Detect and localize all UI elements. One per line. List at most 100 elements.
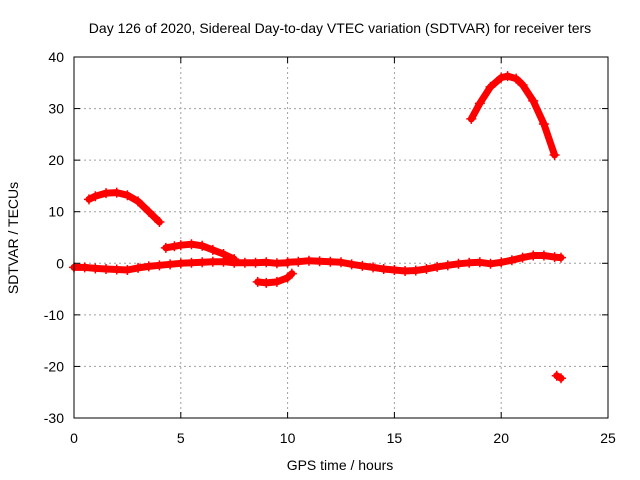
data-point	[282, 257, 293, 268]
data-point	[336, 257, 346, 268]
data-point	[474, 98, 485, 109]
data-point	[357, 260, 368, 271]
data-point	[101, 188, 112, 199]
data-point	[186, 257, 197, 268]
y-tick-label: 20	[48, 152, 64, 168]
data-point	[90, 191, 101, 202]
ticks: 0 5 10 15 20 25 -30 -20 -10 0 10 20 30 40	[44, 49, 616, 446]
data-point	[207, 244, 218, 255]
data-point	[485, 81, 496, 92]
series-arc-peak-evening	[466, 71, 560, 160]
data-point	[186, 239, 197, 250]
data-point	[511, 73, 522, 84]
data-point	[410, 265, 421, 276]
data-point	[549, 149, 560, 160]
data-point	[252, 276, 263, 287]
data-point	[421, 263, 432, 274]
series-trace	[467, 72, 559, 159]
plot-frame	[73, 56, 609, 419]
data-point	[261, 277, 272, 288]
data-point	[250, 257, 261, 268]
data-point	[143, 261, 154, 272]
data-point	[165, 259, 176, 270]
data-point	[528, 95, 539, 106]
data-point	[474, 257, 485, 268]
data-point	[538, 250, 549, 261]
data-point	[464, 257, 475, 268]
x-tick-label: 15	[387, 430, 403, 446]
data-point	[314, 256, 325, 267]
x-tick-label: 20	[493, 430, 509, 446]
data-point	[271, 276, 282, 287]
series-layer	[69, 71, 567, 384]
data-point	[111, 264, 122, 275]
data-point	[271, 258, 282, 269]
series-arc-peak-morning	[83, 187, 165, 228]
y-axis-title: SDTVAR / TECUs	[5, 182, 21, 294]
y-tick-label: 0	[56, 255, 64, 271]
data-point	[453, 258, 464, 269]
data-point	[122, 190, 133, 201]
series-arc-baseline-2	[282, 250, 567, 277]
data-point	[556, 252, 567, 263]
y-tick-label: 30	[48, 101, 64, 117]
data-point	[325, 256, 336, 267]
data-point	[133, 262, 144, 273]
data-point	[197, 257, 208, 268]
data-point	[143, 206, 154, 217]
data-point	[197, 240, 208, 251]
data-point	[229, 254, 240, 265]
data-point	[90, 263, 101, 274]
data-point	[175, 258, 186, 269]
x-tick-label: 25	[600, 430, 616, 446]
data-point	[506, 255, 517, 266]
data-point	[286, 268, 297, 279]
y-tick-label: -20	[44, 358, 64, 374]
x-tick-label: 10	[280, 430, 296, 446]
data-point	[346, 259, 357, 270]
data-point	[79, 262, 90, 273]
data-point	[496, 257, 507, 268]
data-point	[169, 241, 180, 252]
data-point	[551, 370, 562, 381]
data-point	[378, 263, 389, 274]
data-point	[466, 113, 477, 124]
series-arc-outlier	[551, 370, 567, 384]
data-point	[239, 257, 250, 268]
data-point	[122, 264, 133, 275]
data-point	[517, 252, 528, 263]
data-point	[485, 258, 496, 269]
data-point	[556, 373, 567, 384]
data-point	[83, 194, 94, 205]
data-point	[133, 196, 144, 207]
data-point	[389, 264, 400, 275]
x-tick-label: 0	[70, 430, 78, 446]
data-point	[528, 250, 539, 261]
data-point	[175, 240, 186, 251]
data-point	[502, 71, 513, 82]
data-point	[368, 262, 379, 273]
x-tick-label: 5	[177, 430, 185, 446]
data-point	[293, 256, 304, 267]
data-point	[261, 257, 272, 268]
data-point	[154, 217, 165, 228]
data-point	[154, 260, 165, 271]
data-point	[517, 79, 528, 90]
data-point	[218, 249, 229, 260]
y-tick-label: 10	[48, 204, 64, 220]
data-point	[538, 119, 549, 130]
y-tick-label: -10	[44, 307, 64, 323]
series-arc-small-hump	[160, 239, 240, 265]
series-arc-dip	[252, 268, 297, 288]
data-point	[442, 260, 453, 271]
data-point	[207, 256, 218, 267]
chart-title: Day 126 of 2020, Sidereal Day-to-day VTE…	[89, 20, 591, 36]
data-point	[101, 263, 112, 274]
data-point	[400, 266, 411, 277]
data-point	[432, 261, 443, 272]
data-point	[111, 187, 122, 198]
data-point	[282, 272, 293, 283]
y-tick-label: -30	[44, 410, 64, 426]
